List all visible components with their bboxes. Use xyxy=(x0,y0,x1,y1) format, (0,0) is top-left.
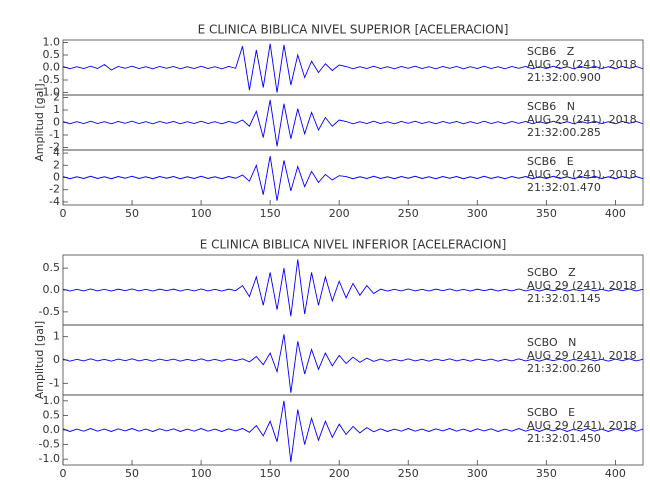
y-tick-label: -2 xyxy=(49,141,60,154)
x-tick-label: 50 xyxy=(125,467,139,480)
y-tick-label: -0.5 xyxy=(39,305,60,318)
x-tick-label: 300 xyxy=(467,207,488,220)
x-tick-label: 150 xyxy=(260,207,281,220)
date-label: AUG 29 (241), 2018 xyxy=(527,349,637,362)
x-tick-label: 400 xyxy=(605,207,626,220)
y-tick-label: 0.5 xyxy=(43,408,61,421)
y-tick-label: 0 xyxy=(53,116,60,129)
x-tick-label: 250 xyxy=(398,207,419,220)
x-tick-label: 400 xyxy=(605,467,626,480)
time-label: 21:32:00.285 xyxy=(527,126,601,139)
y-tick-label: -1.0 xyxy=(39,452,60,465)
time-label: 21:32:01.450 xyxy=(527,432,601,445)
y-axis-label: Amplitud [gal] xyxy=(33,321,46,399)
y-tick-label: 0.5 xyxy=(43,261,61,274)
y-tick-label: 2 xyxy=(53,158,60,171)
y-tick-label: 0.0 xyxy=(43,283,61,296)
station-label: SCBO E xyxy=(527,406,575,419)
y-tick-label: 0 xyxy=(53,171,60,184)
x-tick-label: 200 xyxy=(329,207,350,220)
y-tick-label: 0.0 xyxy=(43,423,61,436)
time-label: 21:32:01.470 xyxy=(527,181,601,194)
station-label: SCB6 E xyxy=(527,155,574,168)
x-tick-label: 0 xyxy=(60,207,67,220)
station-label: SCBO Z xyxy=(527,266,576,279)
x-tick-label: 0 xyxy=(60,467,67,480)
time-label: 21:32:00.900 xyxy=(527,71,601,84)
y-tick-label: 0.5 xyxy=(43,48,61,61)
y-tick-label: -1.0 xyxy=(39,86,60,99)
y-tick-label: -1 xyxy=(49,128,60,141)
chart-title: E CLINICA BIBLICA NIVEL INFERIOR [ACELER… xyxy=(200,238,507,252)
waveform xyxy=(62,259,644,317)
x-tick-label: 100 xyxy=(191,207,212,220)
y-tick-label: 1.0 xyxy=(43,394,61,407)
waveform xyxy=(62,400,644,463)
y-tick-label: 0.0 xyxy=(43,61,61,74)
y-tick-label: -2 xyxy=(49,183,60,196)
x-tick-label: 50 xyxy=(125,207,139,220)
y-tick-label: -0.5 xyxy=(39,438,60,451)
y-tick-label: -1 xyxy=(49,376,60,389)
y-tick-label: -4 xyxy=(49,195,60,208)
station-label: SCB6 N xyxy=(527,100,575,113)
waveform xyxy=(62,43,644,93)
y-axis-label: Amplitud [gal] xyxy=(33,83,46,161)
waveform xyxy=(62,156,644,201)
y-tick-label: 1.0 xyxy=(43,36,61,49)
station-label: SCBO N xyxy=(527,336,576,349)
date-label: AUG 29 (241), 2018 xyxy=(527,419,637,432)
date-label: AUG 29 (241), 2018 xyxy=(527,58,637,71)
time-label: 21:32:00.260 xyxy=(527,362,601,375)
x-tick-label: 350 xyxy=(536,207,557,220)
x-tick-label: 150 xyxy=(260,467,281,480)
time-label: 21:32:01.145 xyxy=(527,292,601,305)
date-label: AUG 29 (241), 2018 xyxy=(527,168,637,181)
waveform xyxy=(62,99,644,147)
y-tick-label: -0.5 xyxy=(39,73,60,86)
x-tick-label: 100 xyxy=(191,467,212,480)
x-tick-label: 250 xyxy=(398,467,419,480)
date-label: AUG 29 (241), 2018 xyxy=(527,279,637,292)
station-label: SCB6 Z xyxy=(527,45,575,58)
y-tick-label: 4 xyxy=(53,146,60,159)
y-tick-label: 0 xyxy=(53,353,60,366)
y-tick-label: 1 xyxy=(53,103,60,116)
x-tick-label: 300 xyxy=(467,467,488,480)
date-label: AUG 29 (241), 2018 xyxy=(527,113,637,126)
y-tick-label: 1 xyxy=(53,330,60,343)
x-tick-label: 200 xyxy=(329,467,350,480)
y-tick-label: 2 xyxy=(53,91,60,104)
x-tick-label: 350 xyxy=(536,467,557,480)
chart-title: E CLINICA BIBLICA NIVEL SUPERIOR [ACELER… xyxy=(198,23,509,37)
waveform xyxy=(62,334,644,393)
